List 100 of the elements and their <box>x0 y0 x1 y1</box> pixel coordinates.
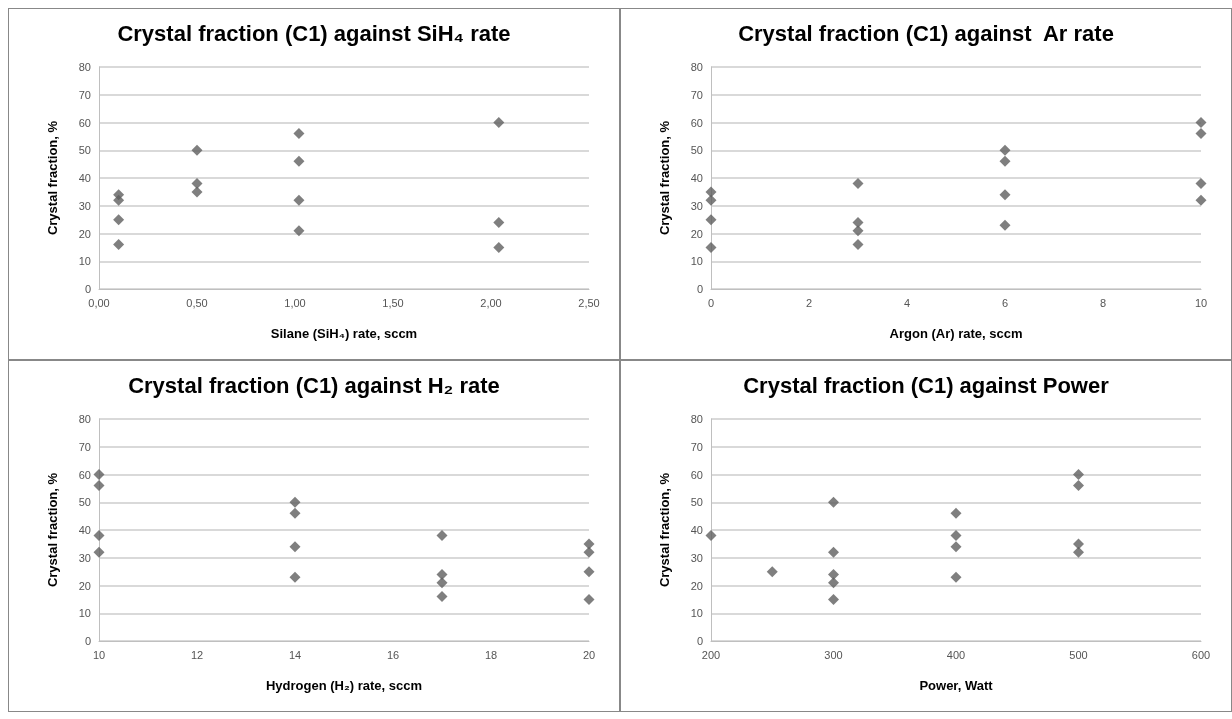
y-axis-title: Crystal fraction, % <box>45 120 60 236</box>
point <box>950 541 962 553</box>
x-axis-title: Silane (SiH₄) rate, sccm <box>270 326 418 341</box>
y-tick-label: 40 <box>690 524 703 536</box>
point <box>1195 128 1207 140</box>
x-tick-label: 12 <box>190 648 204 661</box>
x-axis-title: Argon (Ar) rate, sccm <box>889 326 1023 341</box>
y-axis-title: Crystal fraction, % <box>657 472 672 588</box>
point <box>289 507 301 519</box>
y-tick-label: 0 <box>696 283 703 295</box>
x-tick-label: 0 <box>707 296 715 309</box>
y-tick-label: 0 <box>84 635 91 647</box>
x-tick-label: 1,50 <box>382 296 404 309</box>
x-tick-label: 16 <box>386 648 400 661</box>
point <box>950 507 962 519</box>
y-tick-label: 0 <box>84 283 91 295</box>
point <box>191 178 203 190</box>
point <box>999 155 1011 167</box>
x-tick-label: 2 <box>805 296 813 309</box>
y-tick-label: 70 <box>78 88 91 101</box>
point <box>113 194 125 206</box>
x-tick-label: 10 <box>92 648 106 661</box>
y-tick-label: 60 <box>78 468 91 481</box>
point <box>1073 538 1084 550</box>
x-axis-title: Hydrogen (H₂) rate, sccm <box>265 678 423 693</box>
x-tick-label: 8 <box>1099 296 1107 309</box>
point <box>289 541 301 553</box>
point <box>766 566 778 578</box>
x-tick-label: 300 <box>824 648 843 661</box>
y-tick-label: 50 <box>690 496 703 509</box>
y-tick-label: 70 <box>690 440 703 453</box>
chart-title: Crystal fraction (C1) against Ar rate <box>738 20 1114 46</box>
x-tick-label: 200 <box>701 648 721 661</box>
y-tick-label: 30 <box>78 551 91 564</box>
point <box>436 568 448 580</box>
y-tick-label: 70 <box>78 440 91 453</box>
x-tick-label: 2,00 <box>480 296 502 309</box>
chart-title: Crystal fraction (C1) against SiH₄ rate <box>117 20 511 46</box>
x-tick-label: 6 <box>1001 296 1009 309</box>
y-tick-label: 60 <box>690 116 703 129</box>
point <box>999 144 1011 156</box>
point <box>1195 117 1207 128</box>
point <box>191 144 203 156</box>
point <box>828 593 839 605</box>
y-tick-label: 20 <box>690 227 703 240</box>
point <box>493 117 505 128</box>
y-tick-label: 30 <box>78 199 91 212</box>
y-tick-label: 20 <box>690 579 703 592</box>
point <box>1073 480 1084 492</box>
point <box>293 155 305 167</box>
y-tick-label: 50 <box>690 144 703 157</box>
point <box>436 591 448 603</box>
point <box>93 530 105 542</box>
x-tick-label: 0,50 <box>186 296 208 309</box>
point <box>289 571 301 583</box>
point <box>113 214 125 226</box>
point <box>705 186 717 198</box>
x-tick-label: 500 <box>1069 648 1088 661</box>
y-axis-title: Crystal fraction, % <box>45 472 60 588</box>
x-tick-label: 600 <box>1191 648 1211 661</box>
y-tick-label: 40 <box>690 172 703 184</box>
y-tick-label: 10 <box>78 607 91 620</box>
point <box>583 593 595 605</box>
y-axis-title: Crystal fraction, % <box>657 120 672 236</box>
point <box>289 496 301 508</box>
point <box>1195 194 1207 206</box>
point <box>93 546 105 558</box>
y-tick-label: 80 <box>690 413 703 425</box>
chart-title: Crystal fraction (C1) against H₂ rate <box>128 372 500 398</box>
y-tick-label: 20 <box>78 227 91 240</box>
point <box>93 480 105 492</box>
x-tick-label: 4 <box>903 296 911 309</box>
x-tick-label: 400 <box>946 648 966 661</box>
point <box>1073 469 1084 480</box>
point <box>950 571 962 583</box>
point <box>828 568 839 580</box>
y-tick-label: 30 <box>690 199 703 212</box>
x-tick-label: 0,00 <box>88 296 110 309</box>
point <box>1195 178 1207 190</box>
y-tick-label: 10 <box>78 255 91 268</box>
y-tick-label: 40 <box>78 524 91 536</box>
x-axis-title: Power, Watt <box>919 678 994 693</box>
point <box>705 214 717 226</box>
point <box>950 530 962 542</box>
point <box>583 566 595 578</box>
point <box>293 194 305 206</box>
y-tick-label: 40 <box>78 172 91 184</box>
point <box>436 577 448 589</box>
point <box>705 530 717 542</box>
point <box>1073 546 1084 558</box>
point <box>436 530 448 542</box>
point <box>93 469 105 480</box>
y-tick-label: 60 <box>78 116 91 129</box>
y-tick-label: 50 <box>78 144 91 157</box>
y-tick-label: 60 <box>690 468 703 481</box>
point <box>191 186 203 198</box>
x-tick-label: 2,50 <box>578 296 600 309</box>
x-tick-label: 14 <box>288 648 302 661</box>
y-tick-label: 10 <box>690 255 703 268</box>
point <box>999 189 1011 201</box>
